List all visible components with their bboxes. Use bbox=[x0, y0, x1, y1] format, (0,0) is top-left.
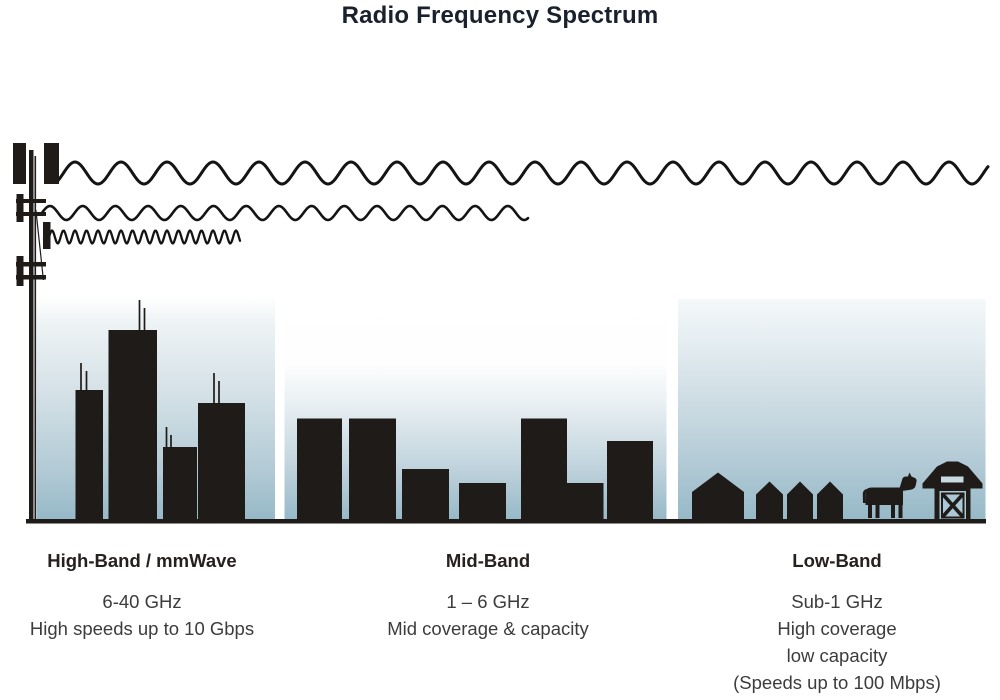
long-wave-icon bbox=[56, 160, 990, 186]
band-spec: 1 – 6 GHz bbox=[446, 591, 530, 612]
page-title: Radio Frequency Spectrum bbox=[341, 2, 659, 29]
skyscrapers-icon bbox=[75, 300, 245, 521]
band-label-high: High-Band / mmWave 6-40 GHz High speeds … bbox=[18, 550, 266, 642]
band-spec: High speeds up to 10 Gbps bbox=[29, 618, 255, 639]
band-label-mid: Mid-Band 1 – 6 GHz Mid coverage & capaci… bbox=[357, 550, 619, 642]
band-spec: High coverage bbox=[777, 618, 897, 639]
band-label-low: Low-Band Sub-1 GHz High coverage low cap… bbox=[698, 550, 976, 696]
band-name-mid: Mid-Band bbox=[445, 550, 531, 571]
band-spec: Mid coverage & capacity bbox=[387, 618, 589, 639]
band-spec: Sub-1 GHz bbox=[791, 591, 883, 612]
houses-icon bbox=[692, 472, 843, 521]
barn-icon bbox=[922, 461, 983, 521]
band-spec: (Speeds up to 100 Mbps) bbox=[733, 672, 941, 693]
cow-icon bbox=[862, 472, 917, 518]
medium-wave-icon bbox=[39, 204, 530, 222]
band-spec: 6-40 GHz bbox=[102, 591, 182, 612]
short-wave-icon bbox=[42, 229, 242, 245]
sky-panel-mid-band bbox=[284, 296, 667, 519]
midrise-buildings-icon bbox=[297, 418, 653, 521]
band-name-low: Low-Band bbox=[792, 550, 882, 571]
cell-tower-icon bbox=[13, 143, 59, 520]
band-name-high: High-Band / mmWave bbox=[47, 550, 237, 571]
ground-line bbox=[26, 519, 986, 524]
spectrum-illustration bbox=[13, 143, 990, 524]
band-spec: low capacity bbox=[786, 645, 888, 666]
